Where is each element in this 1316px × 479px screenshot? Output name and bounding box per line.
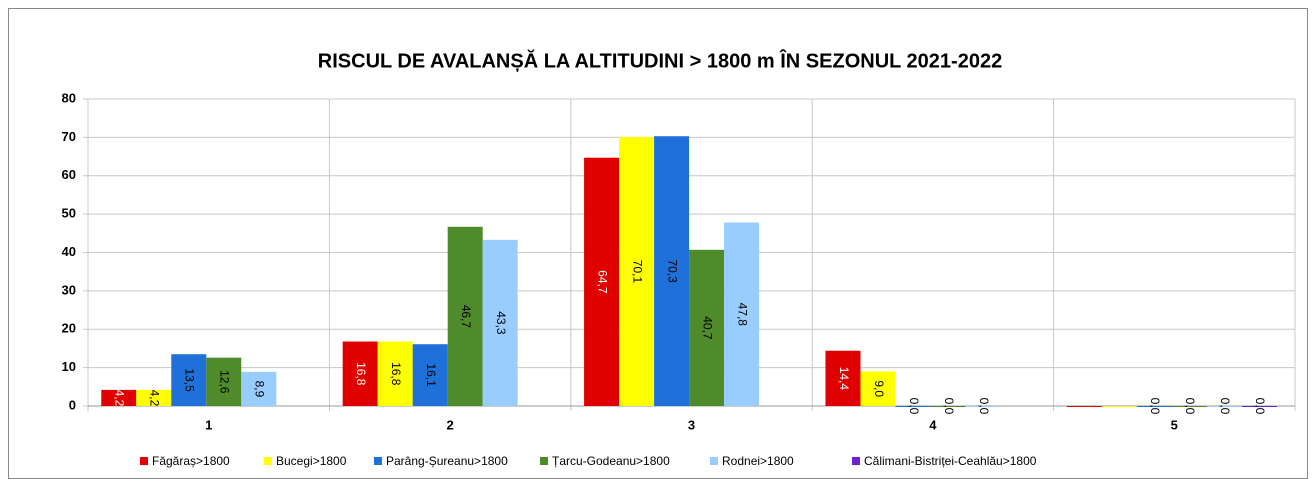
bar: [412, 344, 448, 406]
bar: [206, 357, 242, 406]
value-label: 16,1: [424, 363, 438, 387]
x-tick-label: 4: [929, 417, 937, 432]
value-label: 70,1: [630, 260, 644, 284]
value-label: 8,9: [253, 381, 267, 398]
y-tick-label: 0: [69, 397, 76, 412]
bar: [241, 371, 277, 406]
value-label: 0,0: [1218, 398, 1232, 415]
bar: [825, 350, 861, 406]
x-tick-label: 3: [688, 417, 695, 432]
bar: [930, 406, 966, 407]
x-tick-label: 1: [205, 417, 212, 432]
value-label: 43,3: [494, 311, 508, 335]
bar: [895, 406, 931, 407]
value-label: 4,2: [113, 390, 127, 407]
bar: [1101, 406, 1137, 407]
value-label: 0,0: [1148, 398, 1162, 415]
legend-label: Parâng-Șureanu>1800: [386, 454, 508, 468]
bar: [1241, 406, 1277, 407]
bar: [965, 406, 1001, 407]
value-label: 0,0: [942, 398, 956, 415]
legend-swatch: [140, 457, 148, 465]
value-label: 12,6: [218, 370, 232, 394]
bar: [1136, 406, 1172, 407]
value-label: 0,0: [1253, 398, 1267, 415]
value-label: 0,0: [907, 398, 921, 415]
legend-label: Făgăraș>1800: [152, 454, 230, 468]
y-tick-label: 70: [62, 129, 76, 144]
value-label: 0,0: [977, 398, 991, 415]
value-label: 40,7: [700, 316, 714, 340]
bar: [860, 371, 896, 406]
bar: [101, 389, 137, 406]
bar: [654, 136, 690, 406]
legend-label: Rodnei>1800: [722, 454, 794, 468]
legend-label: Țarcu-Godeanu>1800: [552, 454, 670, 468]
value-label: 14,4: [837, 367, 851, 391]
bar: [136, 389, 172, 406]
bar: [689, 249, 725, 406]
value-label: 47,8: [735, 303, 749, 327]
value-label: 16,8: [354, 362, 368, 386]
value-label: 70,3: [665, 259, 679, 283]
bar: [584, 157, 620, 406]
bar: [1171, 406, 1207, 407]
bar: [171, 354, 207, 406]
bar: [342, 341, 378, 406]
y-tick-label: 80: [62, 90, 76, 105]
y-tick-label: 50: [62, 206, 76, 221]
chart-title: RISCUL DE AVALANȘĂ LA ALTITUDINI > 1800 …: [318, 48, 1002, 72]
y-tick-label: 20: [62, 321, 76, 336]
bar: [619, 136, 655, 406]
value-label: 46,7: [459, 305, 473, 329]
value-label: 13,5: [183, 368, 197, 392]
legend-label: Călimani-Bistriței-Ceahlău>1800: [864, 454, 1037, 468]
bar: [447, 226, 483, 406]
y-tick-label: 60: [62, 167, 76, 182]
bar: [377, 341, 413, 406]
value-label: 16,8: [389, 362, 403, 386]
legend-swatch: [710, 457, 718, 465]
value-label: 9,0: [872, 380, 886, 397]
y-tick-label: 30: [62, 282, 76, 297]
y-tick-label: 40: [62, 244, 76, 259]
x-tick-label: 5: [1171, 417, 1178, 432]
value-label: 0,0: [1183, 398, 1197, 415]
legend-swatch: [264, 457, 272, 465]
legend-label: Bucegi>1800: [276, 454, 347, 468]
x-tick-label: 2: [446, 417, 453, 432]
bar: [1066, 406, 1102, 407]
value-label: 4,2: [148, 390, 162, 407]
bar: [482, 239, 518, 406]
bar: [724, 222, 760, 406]
legend-swatch: [374, 457, 382, 465]
bar: [1206, 406, 1242, 407]
value-label: 64,7: [595, 270, 609, 294]
legend-swatch: [540, 457, 548, 465]
legend-swatch: [852, 457, 860, 465]
y-tick-label: 10: [62, 359, 76, 374]
